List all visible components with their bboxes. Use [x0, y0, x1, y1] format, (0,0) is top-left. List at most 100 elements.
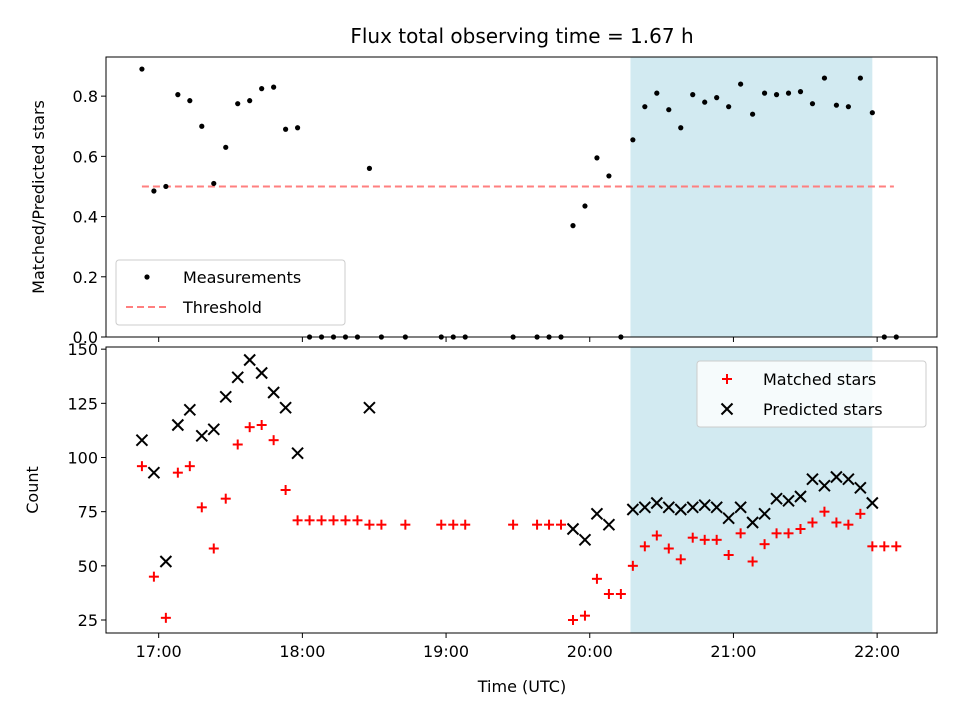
predicted-stars-point [566, 522, 580, 536]
predicted-stars-point [207, 423, 220, 436]
legend-measurements-marker [144, 274, 150, 280]
matched-stars-point [148, 571, 159, 582]
measurements-point [869, 110, 875, 116]
matched-stars-point [603, 589, 614, 599]
bottom-legend: Matched stars Predicted stars [696, 360, 927, 428]
matched-stars-point [795, 524, 806, 534]
measurements-point [690, 92, 696, 98]
y-tick-label: 100 [67, 449, 98, 468]
matched-stars-point [843, 519, 854, 530]
bottom-y-ticks: 25 50 75 100 125 150 [67, 340, 106, 630]
measurements-point [151, 188, 157, 194]
predicted-stars-point [650, 496, 664, 510]
measurements-point [642, 104, 648, 110]
matched-stars-point [172, 467, 183, 478]
y-tick-label: 0.6 [73, 147, 98, 166]
predicted-stars-point [698, 498, 711, 512]
bottom-y-axis-label: Count [23, 466, 42, 514]
matched-stars-point [663, 543, 674, 554]
matched-stars-point [292, 515, 303, 526]
matched-stars-point [615, 589, 626, 599]
predicted-stars-point [746, 516, 759, 529]
measurements-point [785, 90, 792, 96]
matched-stars-point [675, 554, 686, 565]
matched-stars-point [436, 519, 447, 530]
measurements-point [809, 101, 816, 107]
measurements-point [175, 92, 181, 98]
predicted-stars-point [183, 403, 197, 417]
matched-stars-point [340, 515, 351, 526]
x-tick-label: 21:00 [710, 642, 756, 661]
y-tick-label: 125 [67, 394, 98, 413]
x-tick-label: 22:00 [854, 642, 900, 661]
matched-stars-point [556, 519, 567, 530]
measurements-point [283, 126, 289, 132]
measurements-point [570, 223, 576, 229]
measurements-point [833, 102, 840, 108]
measurements-point [366, 165, 373, 171]
matched-stars-point [639, 541, 650, 552]
predicted-stars-point [734, 501, 747, 514]
measurements-point [139, 66, 145, 72]
measurements-point [223, 144, 229, 150]
matched-stars-point [196, 502, 207, 513]
matched-stars-point [364, 519, 375, 530]
matched-stars-point [723, 550, 734, 560]
predicted-stars-point [638, 501, 652, 514]
predicted-stars-point [363, 401, 376, 414]
matched-stars-point [256, 420, 267, 430]
predicted-stars-point [578, 533, 592, 547]
legend-predicted-marker [720, 402, 734, 416]
predicted-stars-point [770, 492, 783, 505]
measurements-point [235, 101, 241, 107]
legend-predicted-label: Predicted stars [763, 400, 883, 419]
legend-predicted-glyph [720, 402, 734, 416]
predicted-stars-point [171, 418, 185, 432]
matched-stars-point [831, 517, 842, 528]
y-tick-label: 0.2 [73, 268, 98, 287]
top-plot-frame [105, 56, 938, 338]
matched-stars-point [783, 528, 794, 539]
predicted-stars-point [255, 366, 268, 380]
top-y-ticks: 0.0 0.2 0.4 0.6 0.8 [73, 87, 106, 347]
matched-stars-point [819, 506, 830, 517]
ratio-points [139, 66, 899, 340]
predicted-stars-point [147, 466, 161, 479]
x-tick-label: 17:00 [136, 642, 182, 661]
predicted-stars-point [267, 386, 280, 399]
top-legend-box [115, 259, 346, 326]
x-tick-label: 19:00 [423, 642, 469, 661]
matched-stars-point [771, 528, 782, 539]
legend-measurements-label: Measurements [183, 268, 301, 287]
measurements-point [606, 173, 612, 179]
x-axis-label: Time (UTC) [477, 677, 566, 696]
predicted-stars-point [195, 429, 208, 443]
ratio-panel: 0.00.20.40.60.8 Matched/Predicted stars … [29, 56, 938, 347]
predicted-stars-point [159, 555, 173, 568]
predicted-stars-point [710, 501, 723, 514]
matched-stars-point [280, 485, 291, 495]
y-tick-label: 50 [78, 557, 98, 576]
x-tick-label: 20:00 [567, 642, 613, 661]
matched-stars-point [220, 493, 231, 504]
matched-stars-point [855, 508, 866, 519]
matched-stars-point [184, 461, 195, 472]
measurements-point [163, 183, 169, 190]
legend-threshold-label: Threshold [182, 298, 262, 317]
x-tick-label: 18:00 [279, 642, 325, 661]
measurements-point [857, 75, 863, 81]
matched-stars-point [160, 612, 171, 623]
predicted-points [135, 353, 879, 568]
matched-stars-point [627, 560, 638, 571]
bottom-plot-frame [105, 346, 938, 634]
legend-matched-marker [722, 374, 732, 384]
measurements-point [821, 75, 828, 81]
matched-stars-point [735, 528, 746, 539]
predicted-stars-point [806, 472, 819, 486]
y-tick-label: 0.8 [73, 87, 98, 106]
matched-stars-point [508, 519, 519, 530]
legend-matched-glyph [722, 374, 732, 384]
predicted-stars-point [794, 490, 807, 503]
predicted-stars-point [842, 472, 855, 486]
predicted-stars-point [866, 496, 879, 510]
